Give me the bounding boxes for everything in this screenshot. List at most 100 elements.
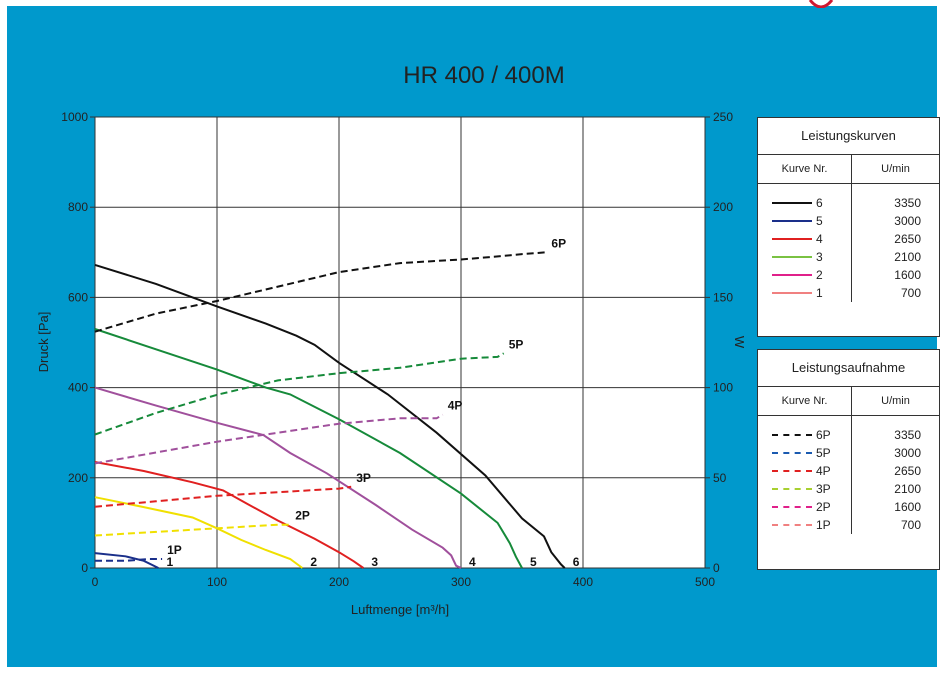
legend-rpm: 700 bbox=[900, 286, 921, 300]
series-3-label: 3 bbox=[371, 555, 378, 569]
y2-tick-label: 200 bbox=[713, 200, 733, 214]
legend-label: 2P bbox=[816, 500, 831, 514]
legend-rpm: 2650 bbox=[894, 464, 921, 478]
y2-tick-label: 50 bbox=[713, 471, 727, 485]
series-2P-label: 2P bbox=[295, 509, 310, 523]
series-5-label: 5 bbox=[530, 555, 537, 569]
series-6-label: 6 bbox=[573, 555, 580, 569]
y2-tick-label: 100 bbox=[713, 381, 733, 395]
y-tick-label: 600 bbox=[68, 290, 88, 304]
chart-title: HR 400 / 400M bbox=[403, 62, 564, 89]
legend-label: 2 bbox=[816, 268, 823, 282]
series-4P-line bbox=[94, 413, 444, 465]
series-5P-label: 5P bbox=[509, 337, 524, 351]
legend-swatch bbox=[772, 274, 812, 276]
legend-row: 5P bbox=[758, 444, 851, 462]
legend-label: 3 bbox=[816, 250, 823, 264]
legend-swatch bbox=[772, 292, 812, 294]
y-tick-label: 0 bbox=[81, 561, 88, 575]
legend-rpm: 3000 bbox=[894, 214, 921, 228]
series-4-line bbox=[94, 386, 462, 569]
y-tick-label: 800 bbox=[68, 200, 88, 214]
y2-axis-label: W bbox=[732, 336, 747, 349]
series-3-line bbox=[94, 461, 364, 569]
legend-label: 6 bbox=[816, 196, 823, 210]
legend-row: 1 bbox=[758, 284, 851, 302]
legend-row: 5 bbox=[758, 212, 851, 230]
series-3P-line bbox=[94, 485, 352, 508]
legend-rpm: 2100 bbox=[894, 250, 921, 264]
x-axis-label: Luftmenge [m³/h] bbox=[351, 602, 449, 617]
legend-power-col1: Kurve Nr. bbox=[758, 387, 852, 415]
y2-ticks: 0 50 100 150 200 250 bbox=[713, 110, 733, 575]
legend-power: Leistungsaufnahme Kurve Nr. U/min 6P 5P 4P… bbox=[757, 349, 940, 570]
series-group: 6 5 4 3 2 1 6P 5P 4P 3P 2P 1P bbox=[94, 236, 580, 569]
legend-swatch bbox=[772, 470, 812, 472]
legend-swatch bbox=[772, 238, 812, 240]
legend-swatch bbox=[772, 488, 812, 490]
legend-curves-title: Leistungskurven bbox=[758, 118, 939, 155]
plot-area bbox=[94, 116, 706, 569]
legend-swatch bbox=[772, 256, 812, 258]
legend-rpm: 2100 bbox=[894, 482, 921, 496]
legend-rpm: 3000 bbox=[894, 446, 921, 460]
x-tick-label: 300 bbox=[451, 575, 471, 589]
legend-row: 2 bbox=[758, 266, 851, 284]
legend-rpm: 3350 bbox=[894, 196, 921, 210]
series-1-label: 1 bbox=[166, 555, 173, 569]
legend-rpm: 700 bbox=[900, 518, 921, 532]
series-6P-label: 6P bbox=[551, 236, 566, 250]
y-tick-label: 1000 bbox=[61, 110, 88, 124]
legend-label: 1P bbox=[816, 518, 831, 532]
legend-label: 5P bbox=[816, 446, 831, 460]
legend-swatch bbox=[772, 202, 812, 204]
series-2-line bbox=[94, 496, 303, 569]
legend-curves: Leistungskurven Kurve Nr. U/min 6 5 4 3 2 1 3… bbox=[757, 117, 940, 337]
legend-label: 5 bbox=[816, 214, 823, 228]
legend-row: 6 bbox=[758, 194, 851, 212]
x-tick-label: 500 bbox=[695, 575, 715, 589]
legend-rpm: 2650 bbox=[894, 232, 921, 246]
legend-swatch bbox=[772, 220, 812, 222]
legend-row: 3P bbox=[758, 480, 851, 498]
series-4-label: 4 bbox=[469, 555, 476, 569]
legend-label: 1 bbox=[816, 286, 823, 300]
legend-row: 3 bbox=[758, 248, 851, 266]
y2-tick-label: 0 bbox=[713, 561, 720, 575]
legend-row: 1P bbox=[758, 516, 851, 534]
x-tick-label: 200 bbox=[329, 575, 349, 589]
x-tick-label: 0 bbox=[92, 575, 99, 589]
legend-swatch bbox=[772, 506, 812, 508]
y2-tick-label: 250 bbox=[713, 110, 733, 124]
series-3P-label: 3P bbox=[356, 471, 371, 485]
x-tick-label: 100 bbox=[207, 575, 227, 589]
legend-row: 4 bbox=[758, 230, 851, 248]
legend-swatch bbox=[772, 524, 812, 526]
legend-label: 4 bbox=[816, 232, 823, 246]
x-ticks: 0 100 200 300 400 500 bbox=[92, 575, 716, 589]
series-4P-label: 4P bbox=[448, 399, 463, 413]
logo-mark-icon bbox=[808, 0, 834, 8]
legend-row: 2P bbox=[758, 498, 851, 516]
series-1-line bbox=[94, 552, 159, 569]
y-tick-label: 400 bbox=[68, 381, 88, 395]
series-1P-label: 1P bbox=[167, 543, 182, 557]
series-5-line bbox=[94, 328, 523, 569]
y2-tick-label: 150 bbox=[713, 290, 733, 304]
legend-label: 3P bbox=[816, 482, 831, 496]
series-1P-line bbox=[95, 558, 163, 562]
y-ticks: 0 200 400 600 800 1000 bbox=[61, 110, 88, 575]
legend-swatch bbox=[772, 452, 812, 454]
legend-curves-col1: Kurve Nr. bbox=[758, 155, 852, 183]
legend-swatch bbox=[772, 434, 812, 436]
y-axis-label: Druck [Pa] bbox=[36, 312, 51, 373]
series-5P-line bbox=[94, 352, 505, 436]
series-6P-line bbox=[94, 251, 547, 333]
legend-rpm: 1600 bbox=[894, 268, 921, 282]
y-tick-label: 200 bbox=[68, 471, 88, 485]
legend-power-title: Leistungsaufnahme bbox=[758, 350, 939, 387]
legend-label: 6P bbox=[816, 428, 831, 442]
grid bbox=[90, 116, 710, 569]
legend-label: 4P bbox=[816, 464, 831, 478]
